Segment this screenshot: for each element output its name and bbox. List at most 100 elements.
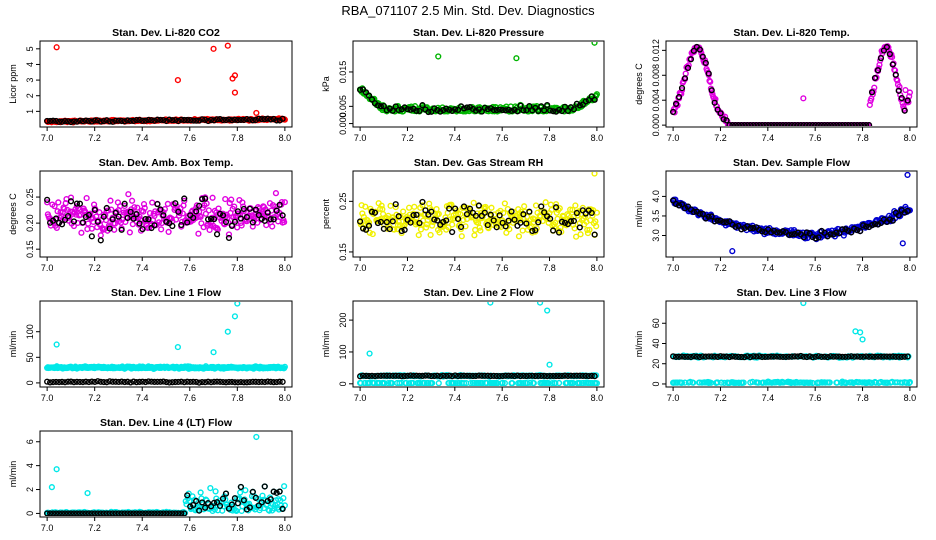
data-point: [859, 336, 866, 343]
data-point-secondary: [747, 354, 754, 361]
points-group: [44, 42, 288, 126]
data-point-secondary: [815, 353, 822, 360]
data-point-secondary: [514, 372, 521, 379]
plot-frame: [39, 40, 293, 128]
plot-frame: [665, 40, 918, 128]
data-point-secondary: [670, 108, 677, 116]
data-point-secondary: [535, 107, 542, 114]
data-point-secondary: [175, 510, 182, 516]
data-point-secondary: [865, 122, 873, 126]
data-point-secondary: [118, 510, 125, 516]
data-point: [515, 233, 523, 240]
data-point: [513, 55, 520, 62]
x-tick-label: 7.6: [809, 133, 822, 143]
data-point: [411, 203, 418, 210]
data-point: [212, 488, 219, 495]
data-point-secondary: [374, 372, 382, 379]
data-point-secondary: [169, 222, 176, 230]
data-point-secondary: [240, 379, 247, 386]
data-point-secondary: [252, 494, 259, 501]
data-point-secondary: [558, 218, 566, 225]
data-point-secondary: [210, 216, 218, 223]
data-point: [524, 380, 531, 386]
y-tick-label: 2: [25, 93, 35, 98]
data-point: [548, 206, 555, 214]
y-tick-label: 200: [338, 313, 348, 328]
data-point-secondary: [181, 116, 188, 124]
data-point-secondary: [723, 353, 730, 360]
panel-7: Stan. Dev. Line 2 Flow 7.0 7.2 7.4 7.6 7.8 8.0…: [321, 287, 605, 403]
data-point-secondary: [362, 372, 370, 379]
data-point-secondary: [517, 219, 524, 226]
data-point: [593, 91, 600, 98]
data-point: [800, 302, 807, 307]
data-point-secondary: [729, 122, 736, 126]
data-point-secondary: [222, 116, 230, 124]
plot-frame: [352, 300, 605, 388]
data-point-secondary: [357, 373, 364, 380]
data-point-secondary: [523, 372, 530, 380]
data-point-secondary: [845, 227, 852, 235]
data-point-secondary: [723, 219, 730, 226]
x-tick-label: 7.8: [543, 133, 556, 143]
data-point-secondary: [561, 103, 569, 110]
data-point-secondary: [827, 122, 834, 126]
data-point-secondary: [726, 353, 733, 361]
data-point-secondary: [178, 378, 185, 385]
data-point-secondary: [219, 116, 227, 124]
data-point: [281, 199, 288, 206]
data-point: [425, 380, 432, 386]
data-point-secondary: [576, 102, 583, 109]
data-point: [210, 45, 217, 52]
data-point-secondary: [880, 353, 888, 360]
data-point-secondary: [160, 510, 167, 516]
data-point-secondary: [258, 499, 265, 506]
data-point-secondary: [776, 353, 784, 360]
y-tick-label: 0.25: [25, 188, 35, 206]
data-point-secondary: [475, 372, 482, 379]
data-point-secondary: [401, 226, 408, 234]
data-point: [425, 213, 432, 220]
data-point-secondary: [79, 378, 87, 386]
data-point-secondary: [163, 117, 170, 125]
data-point: [526, 379, 534, 386]
data-point-secondary: [219, 212, 227, 219]
data-point-secondary: [735, 353, 742, 360]
data-point-secondary: [582, 372, 589, 379]
data-point-secondary: [94, 378, 101, 385]
data-point-secondary: [880, 47, 888, 54]
data-point: [586, 226, 593, 233]
data-point-secondary: [520, 107, 527, 114]
data-point-secondary: [744, 122, 751, 126]
x-tick-label: 7.0: [41, 523, 54, 533]
data-point-secondary: [762, 353, 769, 361]
data-point-secondary: [193, 497, 200, 505]
data-point-secondary: [267, 496, 274, 503]
data-point-secondary: [52, 215, 60, 222]
data-point: [149, 199, 156, 206]
y-tick-label: 60: [651, 318, 661, 328]
x-tick-label: 8.0: [279, 393, 292, 403]
data-point-secondary: [97, 510, 104, 516]
data-point-secondary: [404, 372, 411, 379]
data-point-secondary: [115, 378, 122, 386]
data-point-secondary: [184, 492, 191, 499]
data-point-secondary: [52, 510, 60, 516]
data-point-secondary: [246, 116, 253, 123]
data-point: [207, 222, 214, 229]
data-point-secondary: [175, 117, 182, 125]
data-point-secondary: [145, 216, 152, 223]
data-point: [137, 227, 145, 234]
data-point: [396, 380, 403, 386]
data-point-secondary: [576, 224, 583, 231]
data-point-secondary: [219, 378, 227, 386]
data-point-secondary: [88, 118, 95, 125]
data-point: [556, 205, 563, 212]
data-point-secondary: [205, 117, 212, 125]
data-point-secondary: [58, 378, 66, 385]
y-tick-label: 3: [25, 78, 35, 83]
data-point: [172, 216, 180, 223]
data-point-secondary: [210, 499, 218, 506]
data-point-secondary: [490, 372, 497, 379]
data-point-secondary: [231, 495, 239, 502]
